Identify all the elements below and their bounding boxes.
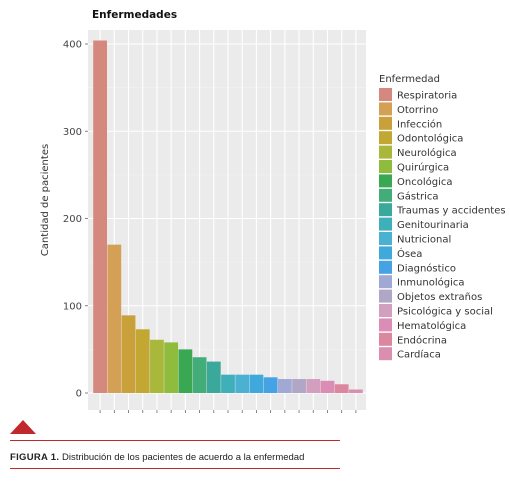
bar bbox=[164, 342, 179, 393]
legend-key bbox=[379, 232, 392, 245]
bar bbox=[150, 339, 164, 393]
bar bbox=[178, 349, 193, 393]
legend-key bbox=[379, 347, 392, 361]
figure-marker-triangle bbox=[10, 420, 36, 434]
figure-caption: FIGURA 1. Distribución de los pacientes … bbox=[10, 452, 304, 463]
legend-key bbox=[379, 289, 392, 303]
legend-key bbox=[379, 174, 392, 188]
legend-label: Neurológica bbox=[397, 147, 457, 159]
bar bbox=[349, 389, 363, 393]
y-tick-label: 400 bbox=[63, 40, 82, 51]
bar bbox=[235, 374, 250, 393]
bar bbox=[206, 361, 221, 393]
legend-label: Infección bbox=[397, 118, 442, 130]
legend-label: Nutricional bbox=[397, 235, 451, 246]
legend-label: Traumas y accidentes bbox=[396, 206, 506, 217]
legend-label: Oncológica bbox=[397, 176, 452, 188]
legend-key bbox=[379, 246, 392, 260]
bar bbox=[192, 357, 207, 393]
bar bbox=[93, 40, 107, 393]
bar bbox=[334, 384, 349, 393]
legend-label: Genitourinaria bbox=[397, 220, 469, 231]
bar-chart: Enfermedades 0 100 200 300 400 Cantidad de p… bbox=[40, 9, 506, 413]
legend-title: Enfermedad bbox=[379, 74, 440, 85]
legend-key bbox=[379, 275, 392, 289]
chart-title: Enfermedades bbox=[92, 9, 177, 21]
legend-key bbox=[379, 88, 392, 101]
legend-key bbox=[379, 318, 392, 332]
bar bbox=[107, 244, 122, 393]
legend-key bbox=[379, 304, 392, 317]
legend-key bbox=[379, 332, 392, 346]
bars bbox=[93, 40, 363, 393]
bar bbox=[277, 379, 292, 393]
legend: Enfermedad Respiratoria Otorrino Infección… bbox=[379, 74, 506, 361]
bar bbox=[135, 329, 150, 393]
legend-label: Cardíaca bbox=[397, 349, 441, 361]
legend-label: Otorrino bbox=[397, 105, 438, 116]
y-tick-label: 0 bbox=[76, 389, 82, 400]
bar bbox=[292, 379, 306, 393]
caption-bottom-rule bbox=[10, 468, 340, 469]
legend-label: Respiratoria bbox=[397, 91, 457, 102]
legend-label: Hematológica bbox=[397, 320, 466, 332]
legend-label: Diagnóstico bbox=[397, 262, 456, 274]
legend-label: Gástrica bbox=[397, 190, 439, 202]
bar bbox=[121, 315, 136, 393]
legend-label: Ósea bbox=[397, 247, 422, 260]
legend-key bbox=[379, 188, 392, 202]
bar bbox=[320, 380, 335, 393]
legend-label: Odontológica bbox=[397, 133, 463, 145]
legend-key bbox=[379, 102, 392, 116]
legend-label: Endócrina bbox=[397, 334, 447, 346]
y-tick-label: 200 bbox=[63, 214, 82, 225]
legend-key bbox=[379, 203, 392, 217]
legend-key bbox=[379, 116, 392, 130]
legend-label: Psicológica y social bbox=[397, 306, 493, 318]
legend-key bbox=[379, 160, 392, 173]
legend-label: Quirúrgica bbox=[397, 162, 449, 174]
legend-key bbox=[379, 145, 392, 159]
legend-key bbox=[379, 131, 392, 145]
caption-top-rule bbox=[10, 440, 340, 441]
legend-key bbox=[379, 260, 392, 274]
figure-caption-label: FIGURA 1. bbox=[10, 452, 60, 463]
figure-caption-text: Distribución de los pacientes de acuerdo… bbox=[61, 452, 305, 463]
bar bbox=[263, 377, 278, 393]
legend-key bbox=[379, 217, 392, 231]
bar bbox=[249, 374, 264, 393]
legend-label: Inmunológica bbox=[397, 277, 464, 289]
bar bbox=[221, 374, 235, 393]
y-tick-label: 100 bbox=[63, 301, 82, 312]
bar bbox=[306, 379, 321, 393]
x-axis-ticks bbox=[99, 410, 357, 413]
y-axis-ticks: 0 100 200 300 400 bbox=[63, 40, 88, 400]
y-axis-title: Cantidad de pacientes bbox=[40, 144, 51, 256]
y-tick-label: 300 bbox=[63, 127, 82, 138]
legend-label: Objetos extraños bbox=[397, 292, 482, 303]
